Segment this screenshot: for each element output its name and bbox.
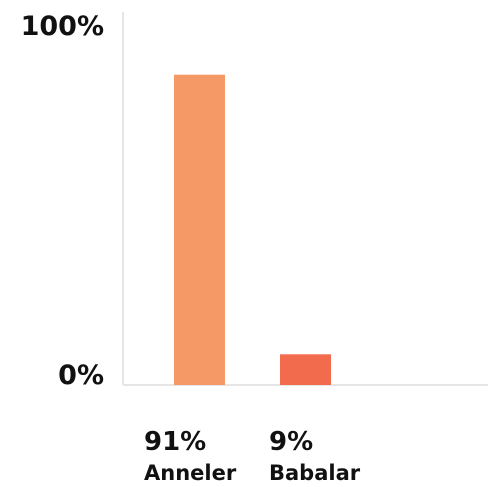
value-label: 91% xyxy=(144,427,206,457)
y-tick-labels: 0% 100% xyxy=(21,11,104,391)
y-tick-label: 100% xyxy=(21,11,104,42)
y-tick-label: 0% xyxy=(58,360,104,391)
bar-anneler xyxy=(174,74,225,385)
category-label: Anneler xyxy=(144,461,237,485)
category-label: Babalar xyxy=(269,461,361,485)
category-labels: 91% Anneler 9% Babalar xyxy=(144,427,361,485)
chart-bars xyxy=(174,74,331,385)
value-label: 9% xyxy=(269,427,313,457)
bar-babalar xyxy=(280,354,331,385)
